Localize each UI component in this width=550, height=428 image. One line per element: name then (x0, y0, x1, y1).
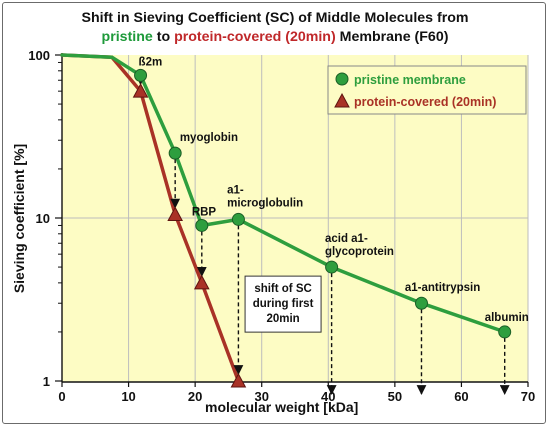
title-covered: protein-covered (20min) (174, 29, 336, 45)
x-tick-label: 0 (58, 389, 65, 404)
covered-point-triangle (132, 83, 149, 98)
pristine-point-circle (231, 212, 245, 226)
x-tick-label: 50 (388, 389, 402, 404)
y-tick-label: 100 (28, 48, 50, 63)
label-rbp: RBP (192, 206, 217, 218)
annotation-line: during first (253, 298, 314, 310)
legend-pristine-marker (335, 72, 349, 86)
pristine-point-circle (325, 260, 339, 274)
chart-title-line-2: pristine to protein-covered (20min) Memb… (0, 29, 550, 45)
annotation-box (244, 275, 322, 333)
x-tick-label: 10 (121, 389, 135, 404)
chart-title-line-1: Shift in Sieving Coefficient (SC) of Mid… (81, 10, 469, 26)
title-rest: Membrane (F60) (335, 29, 449, 45)
legend-box (327, 65, 527, 115)
y-tick-label: 1 (43, 374, 50, 389)
pristine-point-circle (414, 296, 428, 310)
label-myoglobin: myoglobin (180, 132, 238, 144)
pristine-point-circle (168, 146, 182, 160)
y-tick-label: 10 (36, 211, 50, 226)
covered-point-triangle (230, 372, 247, 388)
title-to: to (152, 29, 175, 45)
x-tick-label: 60 (454, 389, 468, 404)
annotation-line: shift of SC (254, 283, 312, 295)
pristine-point-circle (498, 325, 512, 339)
pristine-point-circle (195, 218, 209, 232)
label-antitrypsin: a1-antitrypsin (405, 282, 480, 294)
label-b2m: ß2m (139, 56, 163, 68)
annotation-line: 20min (266, 313, 299, 325)
legend-covered-marker (334, 92, 350, 108)
label-acid-1: acid a1- (325, 233, 368, 245)
legend-pristine-label: pristine membrane (354, 73, 466, 87)
label-acid-2: glycoprotein (325, 246, 394, 258)
legend-covered-label: protein-covered (20min) (354, 95, 496, 109)
y-axis-title: Sieving coefficient [%] (11, 144, 27, 293)
x-tick-label: 20 (188, 389, 202, 404)
label-a1micro-1: a1- (227, 184, 244, 196)
covered-point-triangle (167, 206, 184, 222)
x-axis-title: molecular weight [kDa] (205, 399, 358, 415)
label-a1micro-2: microglobulin (227, 197, 303, 209)
covered-point-triangle (193, 274, 210, 290)
label-albumin: albumin (485, 312, 529, 324)
x-tick-label: 30 (254, 389, 268, 404)
title-pristine: pristine (101, 29, 153, 45)
pristine-point-circle (134, 68, 148, 82)
x-tick-label: 70 (521, 389, 535, 404)
